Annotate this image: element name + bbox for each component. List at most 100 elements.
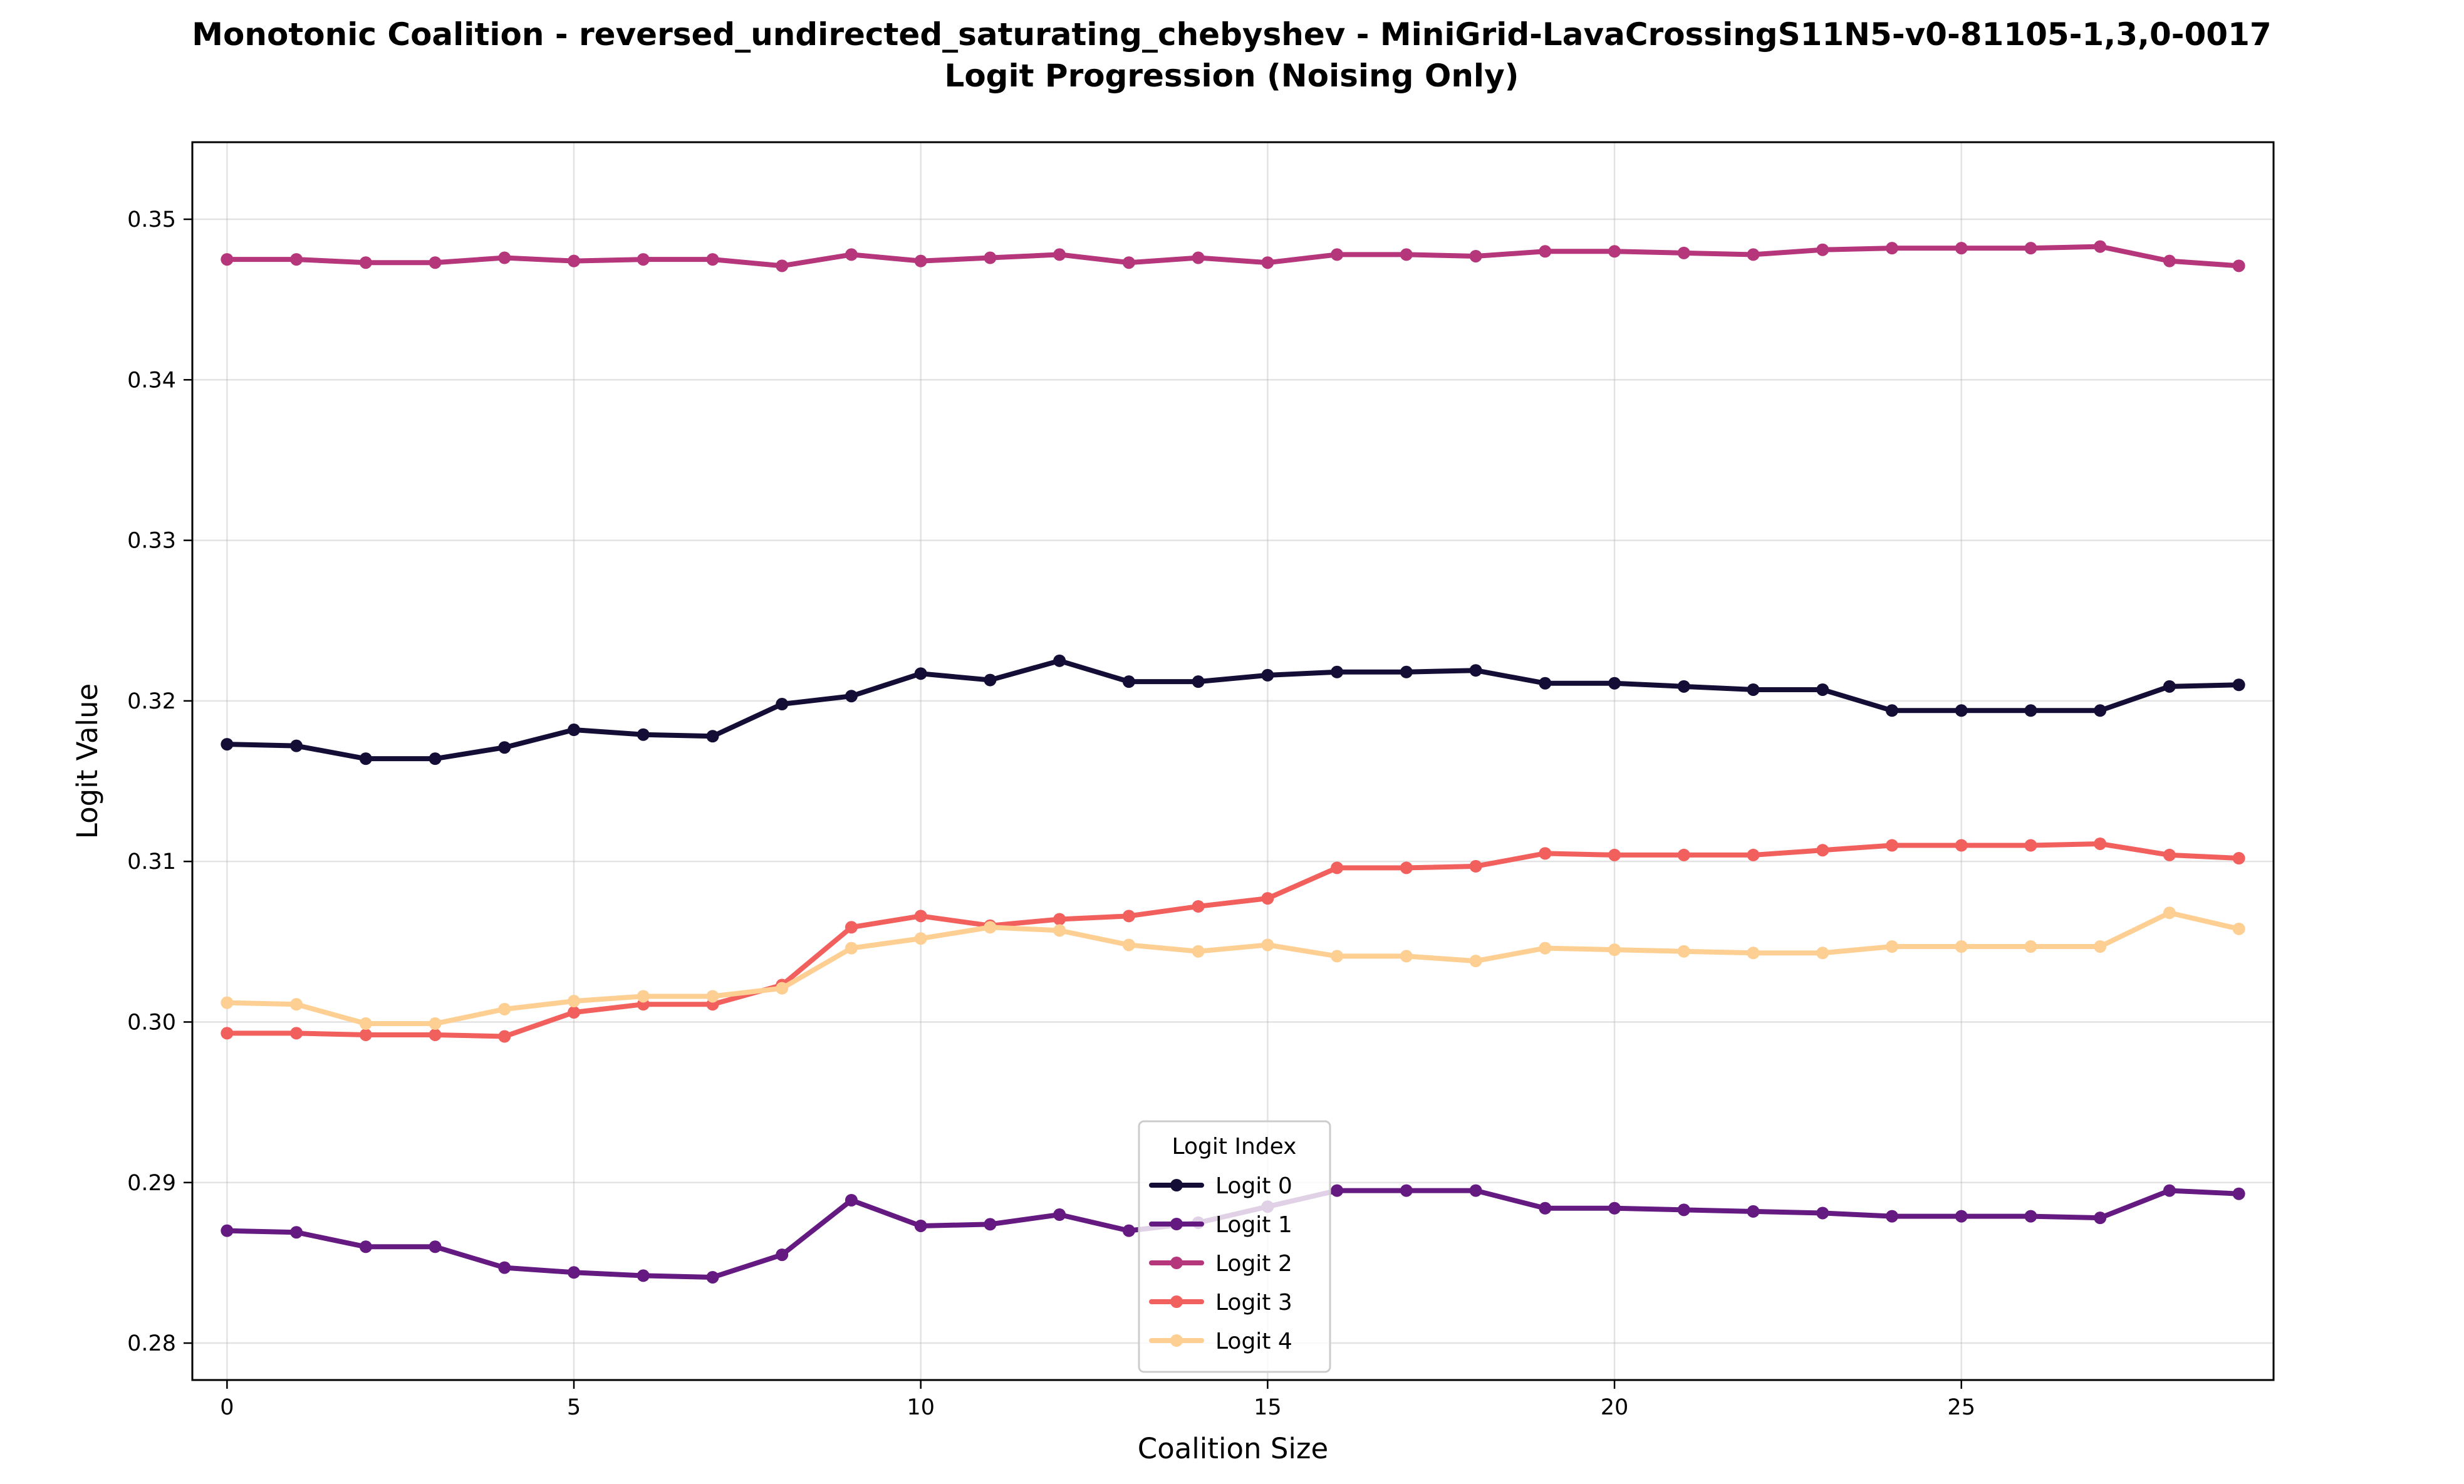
data-point [1677,246,1690,259]
data-point [1539,1201,1552,1215]
data-point [2163,680,2176,693]
data-point [1539,942,1552,955]
data-point [637,728,650,741]
data-point [429,1017,442,1030]
x-tick-label: 0 [220,1395,234,1420]
data-point [984,1218,997,1231]
data-point [914,910,927,923]
data-point [1469,249,1482,262]
data-point [2232,259,2245,272]
series-logit-0 [221,654,2245,765]
data-point [359,1017,372,1030]
data-point [1955,1210,1968,1223]
x-tick-label: 25 [1947,1395,1975,1420]
series-line [224,910,2242,1027]
data-point [1747,248,1760,261]
data-point [706,253,719,266]
data-point [1539,847,1552,860]
data-point [984,921,997,934]
legend-entry-logit-1: Logit 1 [1149,1212,1292,1238]
data-point [845,1193,858,1206]
data-point [776,259,789,272]
data-point [2232,852,2245,865]
data-point [1747,1205,1760,1218]
series-line [224,658,2242,762]
data-point [221,996,234,1009]
data-point [568,724,581,737]
data-point [498,741,511,754]
data-point [706,730,719,743]
y-tick-label: 0.33 [127,529,176,554]
data-point [568,1006,581,1019]
legend-swatch-marker [1170,1295,1183,1308]
data-point [221,738,234,751]
data-point [359,1240,372,1253]
legend-title: Logit Index [1172,1134,1297,1160]
data-point [1608,245,1621,258]
data-point [221,253,234,266]
data-point [1816,683,1829,696]
data-point [2024,1210,2037,1223]
y-tick-label: 0.29 [127,1171,176,1196]
data-point [1261,668,1274,682]
data-point [1677,680,1690,693]
data-point [2094,940,2107,953]
y-tick-label: 0.28 [127,1331,176,1356]
data-point [706,990,719,1003]
data-point [1400,665,1413,678]
legend-label: Logit 2 [1215,1251,1292,1277]
data-point [2094,1212,2107,1225]
data-point [914,254,927,267]
data-point [637,1269,650,1282]
data-point [984,673,997,687]
legend-swatch-marker [1170,1257,1183,1269]
data-point [1122,938,1135,952]
data-point [498,1030,511,1043]
data-point [568,995,581,1008]
data-point [1747,947,1760,960]
data-point [2232,678,2245,692]
data-point [1400,950,1413,963]
data-point [290,1226,303,1239]
data-point [1469,1184,1482,1197]
data-point [1539,245,1552,258]
data-point [1955,242,1968,255]
data-point [429,1028,442,1041]
data-point [359,752,372,765]
series-line [224,841,2242,1039]
data-point [1261,892,1274,905]
data-point [1747,683,1760,696]
data-point [845,690,858,703]
data-point [1677,1203,1690,1217]
data-point [1331,665,1344,678]
data-point [637,990,650,1003]
data-point [221,1027,234,1040]
data-point [1192,945,1205,958]
data-point [1608,677,1621,690]
data-point [776,1248,789,1262]
legend: Logit Index Logit 0 Logit 1 Logit 2 Logit 3… [1138,1120,1331,1373]
data-point [1053,924,1066,937]
data-point [1053,654,1066,667]
data-point [1955,704,1968,717]
legend-swatch-marker [1170,1218,1183,1230]
data-point [1469,955,1482,968]
y-tick-label: 0.35 [127,207,176,232]
data-point [1053,1208,1066,1222]
legend-label: Logit 0 [1215,1173,1292,1199]
data-point [2232,922,2245,935]
data-point [2163,254,2176,267]
data-point [290,1027,303,1040]
series-logit-4 [221,906,2245,1030]
data-point [1816,844,1829,857]
data-point [776,698,789,711]
data-point [429,752,442,765]
data-point [498,251,511,264]
data-point [290,253,303,266]
data-point [1816,243,1829,256]
data-point [290,998,303,1011]
data-point [2232,1187,2245,1200]
data-point [1122,256,1135,269]
data-point [429,1240,442,1253]
x-tick-label: 15 [1254,1395,1282,1420]
